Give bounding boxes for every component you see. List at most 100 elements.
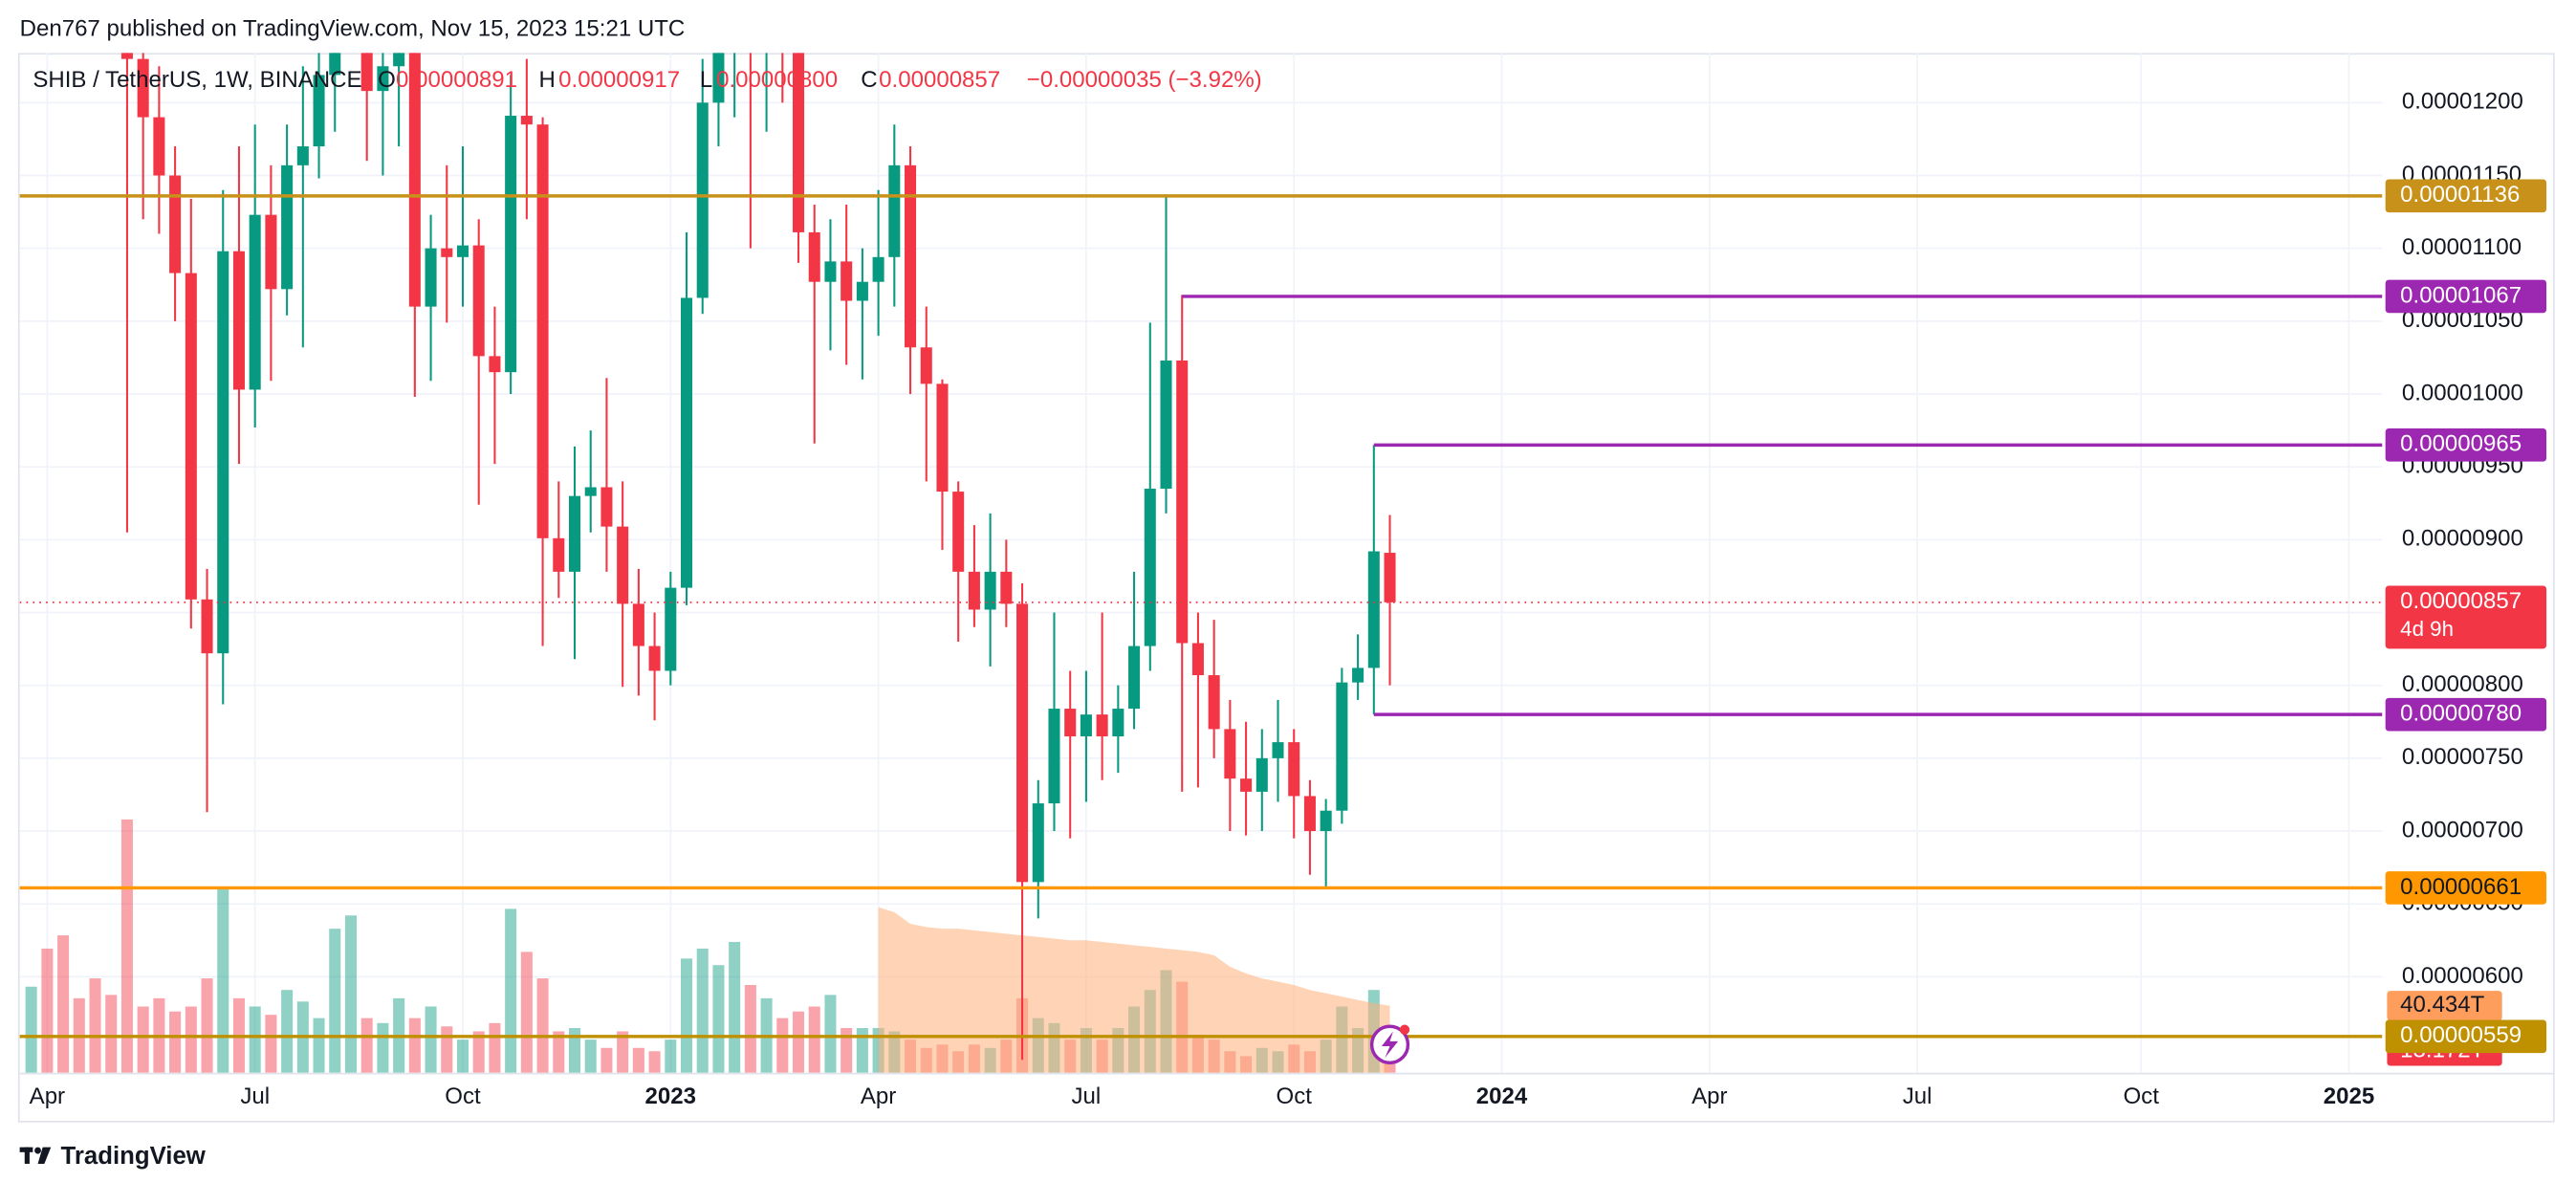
candle-body (313, 75, 325, 147)
candle-body (1176, 360, 1189, 644)
candle-body (952, 492, 965, 572)
candle-body (1224, 729, 1236, 779)
candle-body (1352, 668, 1364, 683)
candle-body (696, 102, 709, 298)
candle-body (536, 124, 549, 538)
candle-body (360, 53, 373, 92)
legend-open: 0.00000891 (396, 67, 517, 93)
candle-body (712, 53, 725, 103)
candle-body (1240, 778, 1253, 792)
candle-body (840, 261, 853, 301)
volume-bar (489, 1022, 501, 1073)
y-tick-label: 0.00000800 (2402, 671, 2523, 697)
legend-close: 0.00000857 (879, 67, 1000, 93)
candle-body (584, 487, 597, 496)
candle-body (1255, 757, 1268, 792)
legend-low: 0.00000800 (716, 67, 838, 93)
candle-body (281, 164, 294, 290)
candle-body (665, 587, 677, 671)
volume-bar (696, 948, 709, 1073)
candle-body (232, 251, 245, 390)
candle-body (296, 146, 309, 165)
candle-body (600, 487, 613, 527)
candle-body (936, 383, 949, 492)
candle-body (1048, 709, 1060, 804)
candle-body (1080, 714, 1092, 737)
volume-bar (329, 929, 341, 1073)
level-label: 0.00001067 (2400, 282, 2521, 308)
volume-bar (41, 948, 54, 1073)
candle-body (888, 164, 901, 257)
candle-body (1303, 796, 1316, 832)
candle-body (1000, 571, 1013, 604)
x-tick-label: 2025 (2324, 1084, 2374, 1109)
x-tick-label: Apr (1692, 1084, 1727, 1109)
level-label: 0.00000965 (2400, 431, 2521, 457)
level-tag (2385, 697, 2547, 732)
candle-body (456, 245, 469, 257)
candle-body (1208, 675, 1220, 730)
volume-bar (169, 1011, 182, 1073)
level-label: 0.00000559 (2400, 1022, 2521, 1048)
volume-bar (456, 1040, 469, 1073)
volume-bar (105, 995, 118, 1073)
level-label: 0.00001136 (2400, 182, 2520, 208)
footer-brand: TradingView (61, 1143, 207, 1170)
legend: SHIB / TetherUS, 1W, BINANCE O 0.0000089… (33, 67, 1261, 93)
volume-bar (648, 1051, 661, 1073)
candle-body (1032, 803, 1044, 883)
volume-bar (856, 1028, 868, 1073)
volume-bar (729, 941, 741, 1073)
candle-body (632, 603, 644, 646)
level-tag (2385, 871, 2547, 905)
candle-body (505, 116, 517, 373)
candle-body (617, 526, 629, 604)
legend-l: L (700, 67, 712, 93)
candle-body (568, 495, 581, 572)
level-tag (2385, 1019, 2547, 1054)
volume-ma-label: 40.434T (2400, 992, 2484, 1018)
candle-body (920, 347, 932, 384)
legend-change: −0.00000035 (−3.92%) (1027, 67, 1262, 93)
alert-bolt (1381, 1031, 1399, 1059)
current-price-tag (2385, 585, 2547, 649)
y-tick-label: 0.00001200 (2402, 89, 2523, 115)
x-tick-label: 2024 (1476, 1084, 1528, 1109)
candle-body (553, 537, 565, 572)
volume-bar (137, 1006, 149, 1073)
logo-part (24, 1147, 30, 1164)
candle-body (1272, 742, 1284, 758)
candle-body (153, 117, 165, 176)
candle-body (1016, 603, 1029, 883)
volume-bar (25, 986, 37, 1073)
logo-part (37, 1147, 52, 1164)
candle-body (249, 214, 261, 390)
alert-icon[interactable] (1369, 1024, 1410, 1065)
volume-bar (536, 978, 549, 1073)
frame (17, 53, 2555, 1123)
candle-body (808, 231, 820, 282)
candle-body (1336, 682, 1348, 811)
volume-bar (808, 1006, 820, 1073)
volume-bar (89, 978, 101, 1073)
candle-body (425, 248, 437, 307)
x-tick-label: Apr (30, 1084, 65, 1109)
y-tick-label: 0.00001100 (2402, 234, 2521, 260)
candle-body (472, 245, 485, 357)
candle-body (169, 175, 182, 274)
volume-bar (665, 1040, 677, 1073)
current-price-label: 0.00000857 (2400, 588, 2521, 614)
volume-bar (360, 1018, 373, 1073)
volume-bar (281, 990, 294, 1073)
candle-body (265, 214, 277, 290)
candle-body (1144, 489, 1156, 646)
volume-bar (344, 915, 357, 1073)
legend-symbol: SHIB / TetherUS, 1W, BINANCE (33, 67, 361, 93)
volume-ma-area (878, 907, 1390, 1073)
volume-bar (793, 1011, 805, 1073)
volume-bar (217, 886, 229, 1073)
candle-body (1288, 742, 1300, 797)
candle-body (441, 248, 453, 257)
volume-bar (840, 1028, 853, 1073)
